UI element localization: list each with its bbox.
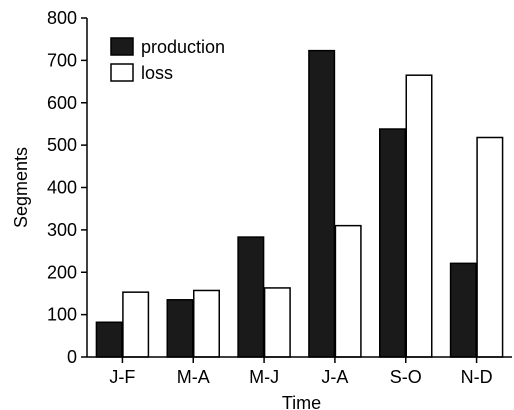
y-axis-label: Segments — [11, 147, 31, 228]
legend: production loss — [110, 37, 225, 83]
legend-label-production: production — [141, 37, 225, 57]
bar-loss-M-J — [263, 287, 291, 358]
bar-production-S-O — [379, 128, 406, 358]
bar-production-J-F — [95, 321, 123, 358]
y-tick-label: 100 — [47, 305, 77, 325]
y-tick-label: 400 — [47, 178, 77, 198]
y-tick-label: 600 — [47, 93, 77, 113]
y-tick-label: 500 — [47, 135, 77, 155]
bar-loss-J-F — [122, 291, 150, 358]
bar-production-M-J — [237, 236, 265, 358]
y-tick-label: 700 — [47, 50, 77, 70]
bar-production-N-D — [449, 262, 477, 358]
y-tick-label: 200 — [47, 262, 77, 282]
bar-loss-N-D — [476, 136, 504, 358]
x-axis-label: Time — [282, 393, 321, 410]
y-axis: 0 100 200 300 400 500 600 700 800 — [47, 8, 88, 367]
x-tick-label: J-F — [109, 367, 135, 387]
x-tick-label: S-O — [390, 367, 422, 387]
legend-swatch-production — [110, 37, 134, 56]
y-tick-label: 300 — [47, 220, 77, 240]
y-tick-label: 800 — [47, 8, 77, 28]
x-axis: J-F M-A M-J J-A S-O N-D — [87, 356, 512, 387]
x-tick-label: M-A — [177, 367, 210, 387]
bar-loss-S-O — [405, 74, 433, 358]
x-tick-label: J-A — [321, 367, 348, 387]
bar-loss-M-A — [193, 289, 220, 358]
bar-production-M-A — [166, 299, 194, 358]
y-tick-label: 0 — [67, 347, 77, 367]
x-tick-label: M-J — [249, 367, 279, 387]
legend-label-loss: loss — [141, 63, 173, 83]
x-tick-label: N-D — [461, 367, 493, 387]
bars-group — [95, 49, 504, 358]
bar-loss-J-A — [334, 224, 362, 358]
bar-production-J-A — [308, 49, 336, 358]
legend-swatch-loss — [110, 63, 134, 82]
